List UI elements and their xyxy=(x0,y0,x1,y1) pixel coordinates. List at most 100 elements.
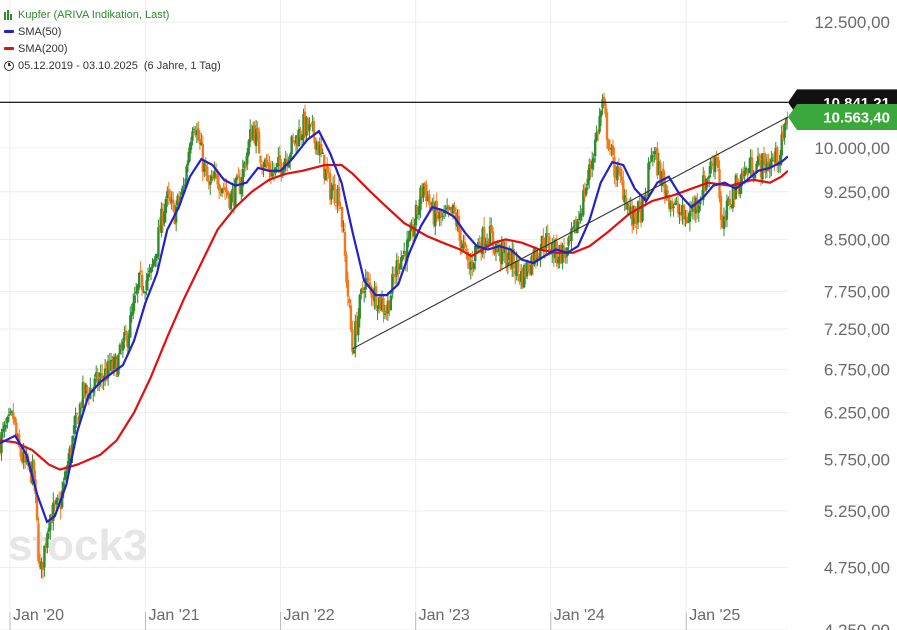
candle-body xyxy=(186,160,190,166)
candle-body xyxy=(297,128,301,147)
candle-body xyxy=(3,424,6,431)
candle-body xyxy=(166,191,169,198)
candle-body xyxy=(268,163,271,173)
candle-body xyxy=(204,165,207,170)
candle-body xyxy=(666,190,669,194)
candle-body xyxy=(398,266,401,269)
candle-body xyxy=(536,257,539,261)
candle-body xyxy=(336,189,339,205)
candle-body xyxy=(115,358,119,377)
candle-body xyxy=(93,378,96,388)
candle-body xyxy=(136,285,139,294)
candle-body xyxy=(514,270,517,275)
candle-body xyxy=(432,202,435,225)
candle-body xyxy=(756,156,760,166)
y-tick-label: 12.500,00 xyxy=(814,13,890,32)
candle-body xyxy=(400,257,403,270)
candle-body xyxy=(367,278,370,281)
candle-body xyxy=(662,168,665,180)
candle-body xyxy=(721,217,724,228)
candle-body xyxy=(750,157,754,176)
candle-body xyxy=(161,210,165,226)
candle-body xyxy=(380,299,384,311)
candle-body xyxy=(259,155,262,163)
candle-body xyxy=(59,501,62,510)
candle-body xyxy=(539,250,542,261)
candle-body xyxy=(155,253,159,259)
candle-body xyxy=(656,148,659,176)
candle-body xyxy=(482,227,486,249)
candle-body xyxy=(206,166,209,182)
candle-body xyxy=(583,188,587,198)
candle-body xyxy=(188,147,191,162)
candle-body xyxy=(286,159,289,166)
sma200-swatch xyxy=(4,47,14,50)
candle-body xyxy=(256,128,259,133)
candle-body xyxy=(78,403,82,422)
y-tick-label: 5.750,00 xyxy=(824,451,890,470)
candle-body xyxy=(759,159,763,178)
candle-body xyxy=(663,179,666,194)
candle-body xyxy=(308,123,311,131)
candle-body xyxy=(542,237,545,250)
candle-body xyxy=(265,160,268,165)
candle-body xyxy=(416,205,419,215)
candle-body xyxy=(293,140,296,144)
candle-body xyxy=(490,225,493,234)
candle-body xyxy=(53,502,56,504)
candle-body xyxy=(607,139,610,150)
candle-body xyxy=(573,220,576,229)
candle-body xyxy=(327,172,330,174)
candle-body xyxy=(114,356,117,360)
candle-body xyxy=(669,202,672,210)
candle-body xyxy=(355,320,359,335)
candle-body xyxy=(679,213,683,216)
candle-body xyxy=(784,117,788,125)
legend-item-instrument[interactable]: Kupfer (ARIVA Indikation, Last) xyxy=(4,6,221,23)
candle-body xyxy=(684,217,687,219)
candle-body xyxy=(151,263,154,268)
candlestick-icon xyxy=(4,9,14,20)
candle-body xyxy=(123,331,126,341)
candle-body xyxy=(521,269,524,288)
candle-body xyxy=(707,175,711,179)
candle-body xyxy=(564,252,567,259)
candle-body xyxy=(194,130,197,136)
candle-body xyxy=(619,168,622,177)
candle-body xyxy=(622,180,625,200)
candle-body xyxy=(68,448,71,464)
candle-body xyxy=(779,154,782,166)
candle-body xyxy=(146,273,150,282)
candle-body xyxy=(764,158,767,174)
candle-body xyxy=(389,295,393,311)
candle-body xyxy=(349,305,353,330)
candle-body xyxy=(117,355,120,375)
candle-body xyxy=(100,373,104,379)
legend-item-sma50[interactable]: SMA(50) xyxy=(4,23,221,40)
candle-body xyxy=(625,198,628,210)
candle-body xyxy=(447,205,450,211)
candle-body xyxy=(191,131,194,141)
candle-body xyxy=(386,300,390,314)
candle-body xyxy=(736,177,739,185)
candle-body xyxy=(712,163,715,170)
candle-body xyxy=(337,187,341,207)
candle-body xyxy=(112,357,116,370)
candle-body xyxy=(157,227,160,257)
candle-body xyxy=(303,111,307,137)
candle-body xyxy=(533,248,536,265)
candle-body xyxy=(651,155,655,157)
chart-annotations xyxy=(0,101,789,350)
candle-body xyxy=(570,228,573,242)
candle-body xyxy=(357,316,360,336)
candle-body xyxy=(130,311,133,316)
candle-body xyxy=(431,201,434,209)
candle-body xyxy=(697,205,700,213)
candle-body xyxy=(10,411,14,413)
candle-body xyxy=(334,204,338,206)
candle-body xyxy=(12,412,15,420)
candle-body xyxy=(716,157,720,168)
candle-body xyxy=(780,134,783,156)
candle-body xyxy=(243,162,246,168)
legend-item-sma200[interactable]: SMA(200) xyxy=(4,40,221,57)
